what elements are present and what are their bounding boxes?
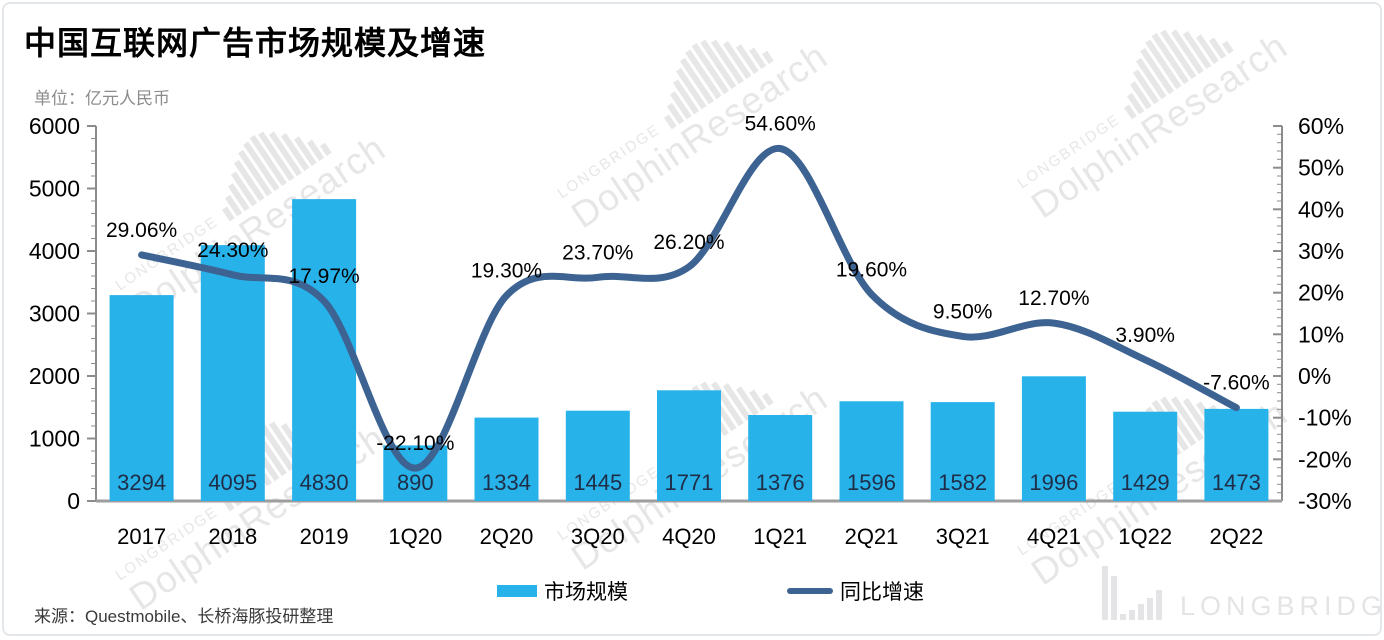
bar	[565, 410, 630, 501]
source-note: 来源：Questmobile、长桥海豚投研整理	[34, 607, 334, 626]
right-axis-label: 40%	[1298, 196, 1344, 222]
right-axis-label: 30%	[1298, 238, 1344, 264]
right-axis-label: 20%	[1298, 280, 1344, 306]
line-value-label: 24.30%	[197, 239, 268, 262]
right-axis-label: -20%	[1298, 446, 1352, 472]
legend-item-market-size: 市场规模	[497, 576, 628, 606]
bar-value-label: 1376	[756, 470, 805, 495]
bar	[930, 402, 995, 501]
line-value-label: 54.60%	[745, 113, 816, 136]
category-label: 2017	[117, 524, 166, 549]
line-value-label: 19.30%	[471, 260, 542, 283]
bar	[657, 390, 721, 501]
bar	[748, 415, 813, 501]
line-value-label: 12.70%	[1018, 287, 1089, 310]
bar	[474, 417, 539, 501]
line-value-label: 3.90%	[1115, 324, 1175, 347]
category-label: 1Q22	[1118, 524, 1172, 549]
category-label: 3Q20	[571, 524, 625, 549]
line-swatch-icon	[787, 588, 833, 594]
line-value-label: -22.10%	[376, 432, 454, 455]
left-axis-label: 1000	[29, 426, 80, 452]
bar-value-label: 1596	[847, 470, 896, 495]
category-label: 4Q21	[1027, 524, 1081, 549]
category-label: 2018	[208, 524, 257, 549]
bar	[109, 295, 174, 501]
right-axis-label: -10%	[1298, 405, 1352, 431]
right-axis-label: 50%	[1298, 155, 1344, 181]
bar-swatch-icon	[497, 585, 537, 597]
legend-item-yoy-growth: 同比增速	[787, 576, 924, 606]
line-value-label: 17.97%	[288, 265, 359, 288]
bar-value-label: 4095	[208, 470, 257, 495]
left-axis-label: 6000	[29, 113, 80, 139]
bar	[200, 245, 265, 501]
category-label: 3Q21	[936, 524, 990, 549]
logo-wordmark: LONGBRIDGE	[1180, 591, 1380, 621]
bar-value-label: 4830	[300, 470, 349, 495]
chart-canvas: 6000 5000 4000 3000 2000 1000 0 60% 50% 40% 30% 20%…	[29, 113, 1352, 550]
right-axis-label: 60%	[1298, 113, 1344, 139]
bar-chart-logo-icon	[1102, 566, 1162, 620]
left-axis-label: 4000	[29, 238, 80, 264]
category-label: 2Q20	[480, 524, 534, 549]
right-axis-label: -30%	[1298, 488, 1352, 514]
bar-value-label: 1582	[938, 470, 987, 495]
bar	[1113, 411, 1178, 501]
line-value-label: 9.50%	[933, 300, 993, 323]
bar-value-label: 1429	[1121, 470, 1170, 495]
category-label: 4Q20	[662, 524, 716, 549]
legend-label: 市场规模	[544, 581, 628, 604]
right-axis-label: 0%	[1298, 363, 1331, 389]
growth-line	[138, 145, 1240, 472]
line-value-label: 19.60%	[836, 258, 907, 281]
category-label: 2Q22	[1209, 524, 1263, 549]
bar	[1021, 376, 1086, 502]
bar	[1204, 408, 1269, 501]
bar-value-label: 1473	[1212, 470, 1261, 495]
category-label: 1Q20	[388, 524, 442, 549]
bar-value-label: 1771	[665, 470, 714, 495]
bar-value-label: 3294	[117, 470, 166, 495]
page-title: 中国互联网广告市场规模及增速	[24, 25, 487, 61]
longbridge-logo: LONGBRIDGE	[1102, 564, 1380, 622]
bar-value-label: 1445	[573, 470, 622, 495]
left-axis-label: 5000	[29, 176, 80, 202]
line-value-label: 23.70%	[562, 241, 633, 264]
left-axis-label: 2000	[29, 363, 80, 389]
line-value-label: 29.06%	[106, 219, 177, 242]
left-axis-label: 3000	[29, 301, 80, 327]
line-value-label: -7.60%	[1203, 372, 1270, 395]
right-axis-label: 10%	[1298, 321, 1344, 347]
bar-value-label: 1996	[1029, 470, 1078, 495]
line-value-label: 26.20%	[653, 231, 724, 254]
bar	[839, 401, 904, 502]
left-axis-label: 0	[67, 488, 80, 514]
bar-value-label: 1334	[482, 470, 531, 495]
legend-label: 同比增速	[840, 581, 924, 604]
bar	[292, 199, 357, 501]
unit-label: 单位：亿元人民币	[34, 89, 170, 108]
category-label: 2Q21	[845, 524, 899, 549]
bar-value-label: 890	[397, 470, 434, 495]
category-label: 1Q21	[753, 524, 807, 549]
category-label: 2019	[300, 524, 349, 549]
